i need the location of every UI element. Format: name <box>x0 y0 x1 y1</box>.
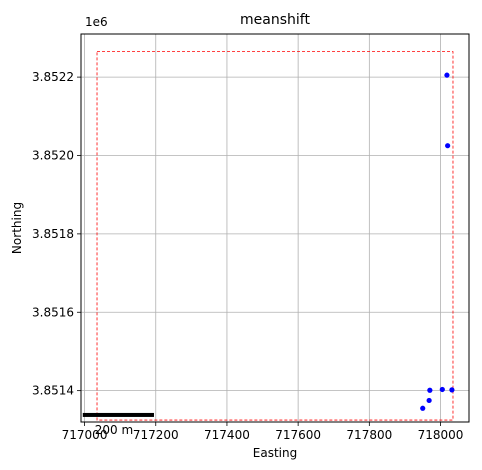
data-point <box>420 405 426 411</box>
data-point <box>449 387 455 393</box>
data-points <box>420 72 455 411</box>
data-point <box>439 386 445 393</box>
chart-title: meanshift <box>240 12 310 28</box>
gridlines <box>81 34 469 422</box>
plot-frame <box>80 33 470 423</box>
data-point <box>426 397 432 404</box>
data-point <box>444 72 450 78</box>
y-tick-label: 3.8520 <box>32 148 74 162</box>
x-tick-label: 717400 <box>204 428 250 442</box>
y-offset-label: 1e6 <box>85 15 108 29</box>
bounding-box <box>96 51 454 421</box>
y-tick-label: 3.8514 <box>32 384 74 398</box>
y-axis-label: Northing <box>10 202 24 254</box>
data-point <box>427 387 433 393</box>
x-tick-label: 718000 <box>418 428 464 442</box>
x-tick-label: 717600 <box>275 428 321 442</box>
x-tick-label: 717200 <box>133 428 179 442</box>
x-tick-label: 717800 <box>346 428 392 442</box>
y-tick-label: 3.8518 <box>32 227 74 241</box>
x-ticks: 717000 717200 717400 717600 717800 718000 <box>62 422 464 442</box>
y-tick-label: 3.8516 <box>32 305 74 319</box>
x-tick-label: 717000 <box>62 428 108 442</box>
y-ticks: 3.8514 3.8516 3.8518 3.8520 3.8522 <box>32 70 81 398</box>
x-axis-label: Easting <box>253 446 297 460</box>
scale-bar <box>82 412 154 417</box>
data-point <box>445 143 451 149</box>
scale-bar-label: 200 m <box>95 423 133 437</box>
y-tick-label: 3.8522 <box>32 70 74 84</box>
